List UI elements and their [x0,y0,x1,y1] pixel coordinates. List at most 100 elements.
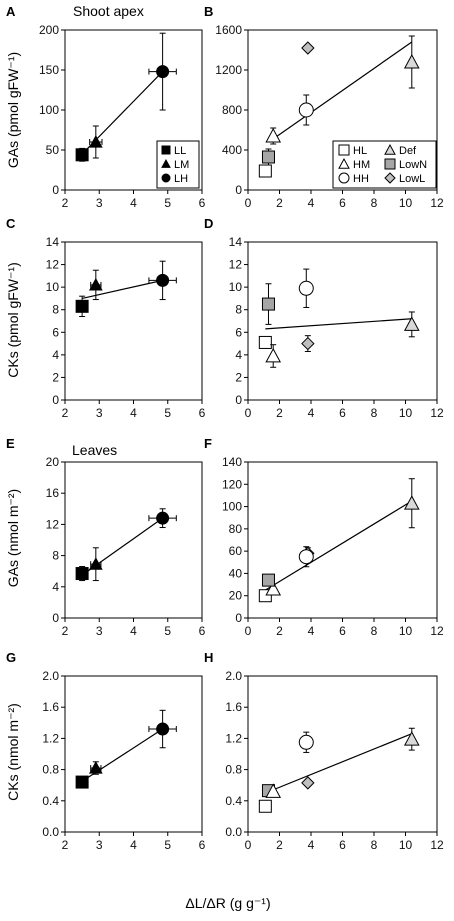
x-axis-label: ΔL/ΔR (g g⁻¹) [185,895,270,911]
data-point-hl [258,164,272,178]
x-tick-label: 10 [399,406,413,420]
y-tick-label: 100 [222,500,242,514]
y-tick-label: 140 [222,455,242,469]
x-tick-label: 2 [276,624,283,638]
y-tick-label: 8 [52,303,59,317]
data-point-lh [156,511,170,525]
legend-marker-lowl [384,172,396,184]
y-tick-label: 0.0 [225,825,242,839]
y-tick-label: 12 [229,258,243,272]
data-point-lm [88,134,103,148]
x-tick-label: 2 [276,196,283,210]
data-point-hh [298,280,314,296]
x-tick-label: 8 [371,624,378,638]
regression-line [265,500,413,591]
data-point-lm [88,557,103,570]
panel-letter-d: D [204,216,213,231]
y-tick-label: 8 [52,549,59,563]
regression-line [265,318,412,330]
panel-letter-g: G [6,650,16,665]
x-tick-label: 5 [164,406,171,420]
data-point-lowl [301,41,315,55]
data-point-hm [265,783,282,798]
data-point-def [403,316,420,331]
regression-line [265,733,413,794]
data-point-def [403,731,420,746]
x-tick-label: 2 [62,838,69,852]
legend-marker-lown [384,158,396,170]
legend-marker-hl [338,144,350,156]
y-tick-label: 0 [235,393,242,407]
legend-marker-ll [161,145,171,155]
data-point-lowl [301,336,315,351]
data-point-ll [75,567,89,581]
legend-label-hl: HL [353,145,367,157]
y-tick-label: 2.0 [42,669,59,683]
shoot-apex-annotation: Shoot apex [73,3,144,19]
y-tick-label: 0.0 [42,825,59,839]
data-point-def [403,495,420,510]
row3-y-label: GAs (nmol m⁻²) [5,489,21,587]
x-tick-label: 6 [199,624,206,638]
data-point-lown [261,150,275,164]
x-tick-label: 10 [399,838,413,852]
x-tick-label: 2 [276,406,283,420]
x-tick-label: 2 [62,406,69,420]
x-tick-label: 4 [130,196,137,210]
y-tick-label: 0.4 [225,794,242,808]
x-tick-label: 3 [96,838,103,852]
legend-label-hh: HH [353,173,369,185]
x-tick-label: 10 [399,196,413,210]
data-point-hm [265,127,282,143]
y-tick-label: 0 [52,183,59,197]
x-tick-label: 3 [96,196,103,210]
x-tick-label: 12 [430,838,444,852]
legend-marker-lh [161,173,171,183]
y-tick-label: 1.6 [42,700,59,714]
plot-frame [64,241,203,401]
y-tick-label: 0 [52,393,59,407]
data-point-lowl [301,776,315,790]
x-tick-label: 4 [308,196,315,210]
panel-h: H 0.0 0.4 0.8 1.2 1.6 2.0 0 2 4 6 8 10 12 [204,650,444,852]
x-tick-label: 2 [62,196,69,210]
y-tick-label: 10 [46,280,60,294]
legend-marker-def [384,143,396,155]
x-tick-label: 4 [130,406,137,420]
y-tick-label: 0.8 [42,763,59,777]
panel-letter-e: E [6,436,15,451]
y-tick-label: 16 [46,486,60,500]
legend-label-lowl: LowL [399,173,425,185]
panel-a: A 0 50 100 150 200 2 3 4 5 6 [6,4,206,210]
x-tick-label: 0 [245,196,252,210]
data-point-ll [75,775,89,789]
legend-label-ll: LL [174,145,186,157]
data-point-lh [156,65,170,79]
plot-frame [64,461,203,619]
y-tick-label: 0.4 [42,794,59,808]
x-tick-label: 8 [371,838,378,852]
y-tick-label: 0 [235,183,242,197]
y-tick-label: 150 [39,63,59,77]
y-tick-label: 400 [222,143,242,157]
legend-label-def: Def [399,145,417,157]
data-point-def [403,53,420,69]
x-tick-label: 6 [339,406,346,420]
y-tick-label: 20 [46,455,60,469]
panel-letter-f: F [204,436,212,451]
row2-y-label: CKs (pmol gFW⁻¹) [5,262,21,378]
y-tick-label: 4 [235,348,242,362]
legend-marker-hh [338,172,350,184]
legend-right: HL Def HM LowN HH LowL [332,140,437,189]
panel-b: B 0 400 800 1200 1600 0 2 4 6 8 10 12 [204,4,444,210]
data-point-hl [258,799,272,813]
x-tick-label: 8 [371,406,378,420]
x-tick-label: 12 [430,624,444,638]
y-tick-label: 80 [229,522,243,536]
data-point-lh [156,273,170,287]
y-tick-label: 1200 [215,63,242,77]
y-tick-label: 2 [235,370,242,384]
y-tick-label: 0 [52,611,59,625]
